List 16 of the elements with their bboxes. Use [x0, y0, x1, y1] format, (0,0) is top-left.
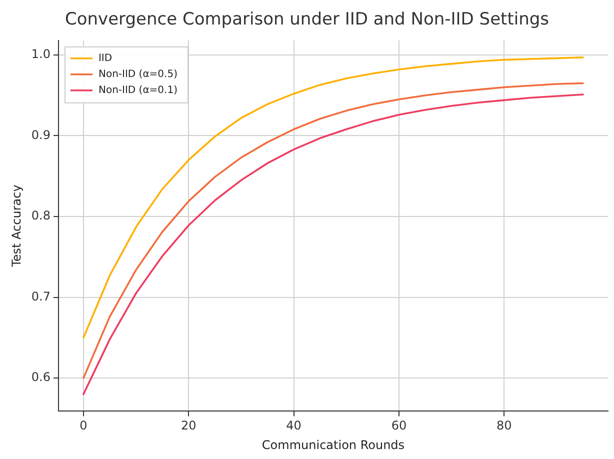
y-tick-label: 1.0 [31, 47, 50, 62]
y-tick-label: 0.6 [31, 370, 50, 384]
x-tick-label: 40 [286, 418, 302, 433]
x-tick-label: 60 [391, 418, 407, 433]
y-tick-label: 0.7 [31, 289, 50, 304]
legend-label: Non-IID (α=0.5) [98, 68, 178, 80]
x-tick-label: 0 [80, 418, 88, 433]
y-axis-title: Test Accuracy [9, 184, 24, 268]
y-tick-label: 0.8 [31, 208, 50, 223]
chart-title: Convergence Comparison under IID and Non-IID Settings [64, 10, 550, 30]
x-axis-title: Communication Rounds [262, 438, 405, 452]
legend-label: IID [98, 52, 112, 64]
y-tick-label: 0.9 [31, 128, 50, 142]
legend-label: Non-IID (α=0.1) [98, 84, 178, 96]
x-tick-label: 80 [496, 418, 512, 433]
x-tick-label: 20 [180, 418, 196, 433]
